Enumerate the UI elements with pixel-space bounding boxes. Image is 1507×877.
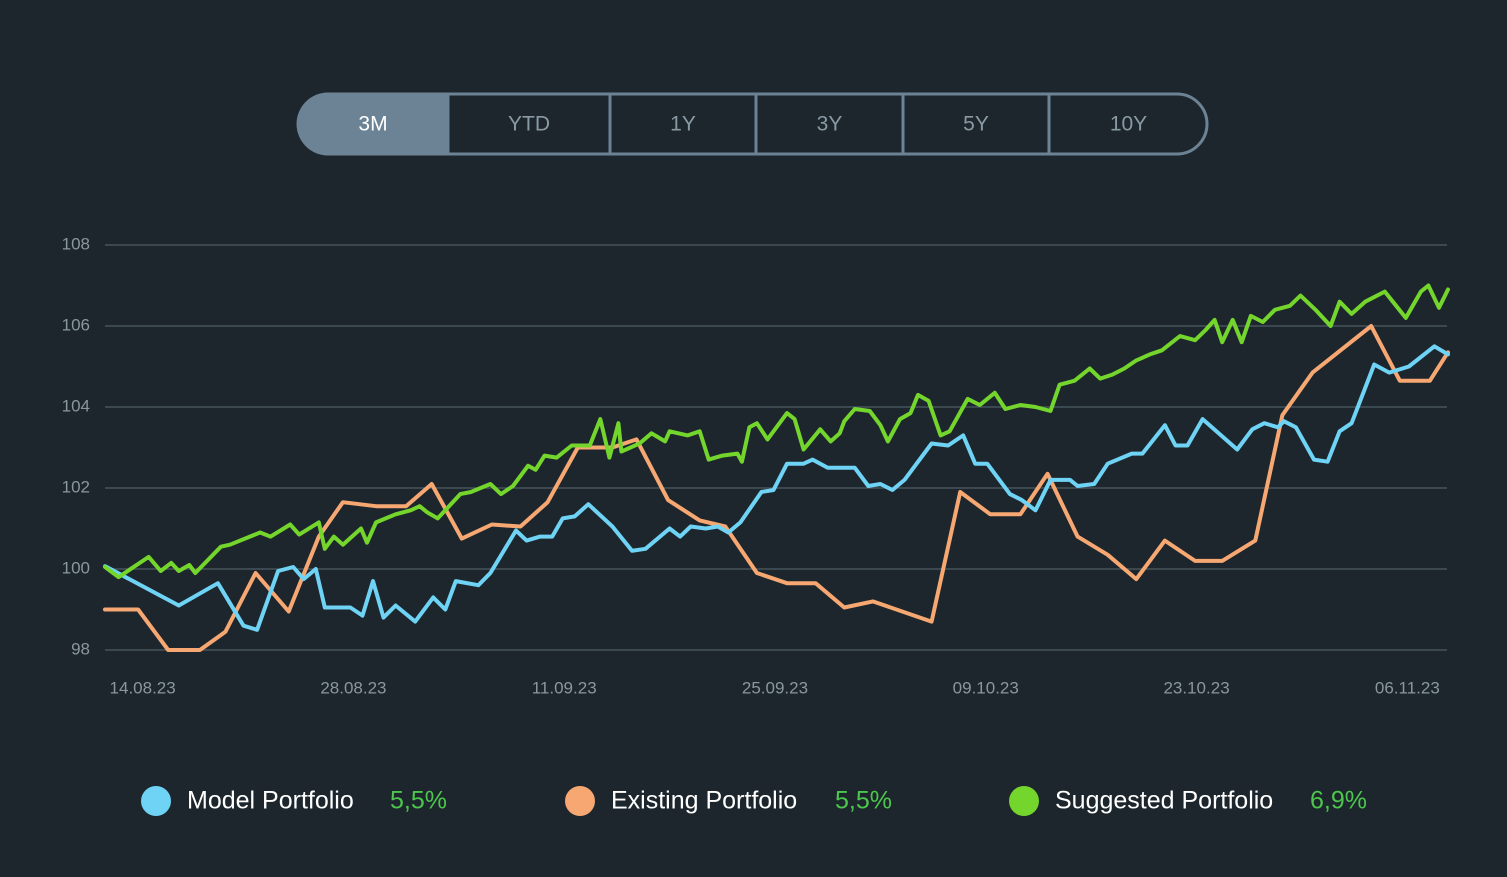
tab-label[interactable]: 10Y: [1110, 113, 1147, 136]
x-tick-label: 28.08.23: [320, 678, 386, 697]
series-line: [103, 283, 1450, 580]
legend-swatch: [141, 786, 171, 816]
x-tick-label: 11.09.23: [532, 678, 597, 697]
legend-return: 5,5%: [390, 787, 447, 815]
legend-return: 6,9%: [1310, 787, 1367, 815]
legend-label: Suggested Portfolio: [1055, 787, 1273, 815]
tab-label[interactable]: 3M: [358, 113, 387, 136]
y-tick-label: 104: [62, 396, 90, 415]
legend-swatch: [565, 786, 595, 816]
legend-label: Model Portfolio: [187, 787, 354, 815]
tab-active-bg[interactable]: [296, 92, 449, 156]
plot: 98 100 102 104 106 108 14.08.23 28.08.23 11.09.2…: [62, 234, 1450, 697]
y-tick-label: 108: [62, 234, 90, 253]
x-tick-label: 25.09.23: [742, 678, 808, 697]
legend: Model Portfolio 5,5% Existing Portfolio 5,5…: [141, 786, 1367, 816]
tab-bar: 3M YTD 1Y 3Y 5Y 10Y: [296, 92, 1209, 156]
x-tick-label: 09.10.23: [953, 678, 1019, 697]
series-line: [103, 324, 1450, 652]
tab-label[interactable]: 1Y: [670, 113, 696, 136]
series-line: [103, 344, 1450, 632]
y-tick-label: 102: [62, 477, 90, 496]
x-tick-label: 06.11.23: [1375, 678, 1440, 697]
legend-label: Existing Portfolio: [611, 787, 797, 815]
y-tick-label: 106: [62, 315, 90, 334]
legend-swatch: [1009, 786, 1039, 816]
x-tick-label: 14.08.23: [110, 678, 176, 697]
y-tick-label: 98: [71, 639, 90, 658]
tab-label[interactable]: YTD: [508, 113, 550, 136]
tab-label[interactable]: 5Y: [963, 113, 989, 136]
tab-label[interactable]: 3Y: [817, 113, 843, 136]
y-tick-label: 100: [62, 558, 90, 577]
x-tick-label: 23.10.23: [1163, 678, 1229, 697]
legend-return: 5,5%: [835, 787, 892, 815]
